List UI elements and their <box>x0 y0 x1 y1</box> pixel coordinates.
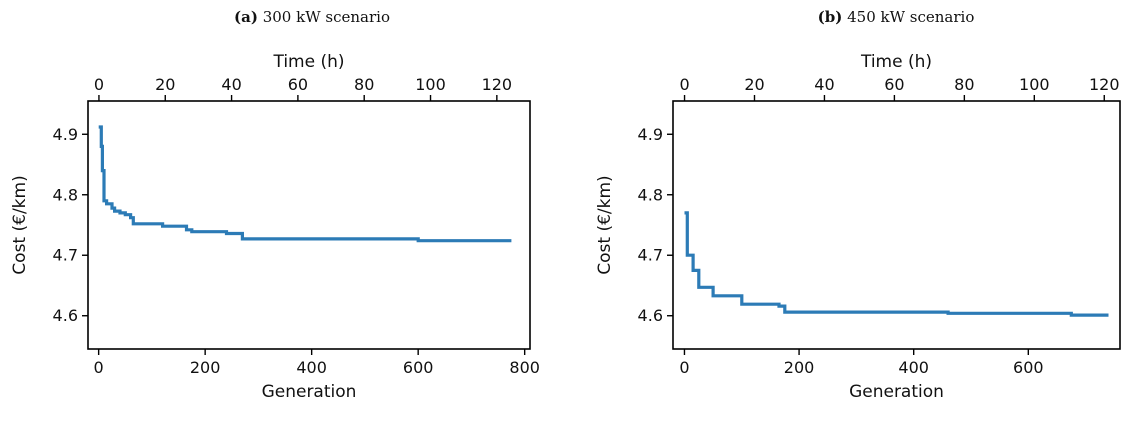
y-tick-label: 4.6 <box>53 306 78 325</box>
x-tick-label: 800 <box>509 358 540 377</box>
x-tick-label: 600 <box>1013 358 1044 377</box>
y-tick-label: 4.7 <box>638 246 663 265</box>
panel-a-title: (a) 300 kW scenario <box>234 8 390 26</box>
x2-tick-label: 80 <box>954 75 974 94</box>
y-tick-label: 4.8 <box>53 185 78 204</box>
x2-tick-label: 100 <box>415 75 446 94</box>
series-line <box>684 211 1109 317</box>
x2-tick-label: 120 <box>482 75 513 94</box>
x-tick-label: 0 <box>94 358 104 377</box>
y-tick-label: 4.9 <box>638 125 663 144</box>
y-axis-label: Cost (€/km) <box>595 175 615 274</box>
chart-b: 0 200 400 600 0 20 40 60 80 100 120 4.6 4.7 4.8 4.9 Gen… <box>595 52 1121 402</box>
x2-tick-label: 100 <box>1019 75 1050 94</box>
x2-tick-label: 40 <box>814 75 834 94</box>
y-tick-label: 4.8 <box>638 185 663 204</box>
x2-tick-label: 20 <box>744 75 764 94</box>
x2-tick-label: 60 <box>884 75 904 94</box>
x-tick-label: 400 <box>296 358 327 377</box>
y-axis-label: Cost (€/km) <box>10 175 30 274</box>
x-tick-label: 400 <box>898 358 929 377</box>
x-tick-label: 200 <box>190 358 221 377</box>
x-tick-label: 600 <box>403 358 434 377</box>
x2-tick-label: 0 <box>679 75 689 94</box>
x-axis-label: Generation <box>849 382 944 402</box>
x-tick-label: 0 <box>679 358 689 377</box>
x2-axis-label: Time (h) <box>272 52 344 72</box>
x2-tick-label: 0 <box>94 75 104 94</box>
plot-frame <box>672 100 1121 350</box>
x2-tick-label: 20 <box>155 75 175 94</box>
chart-a: 0 200 400 600 800 0 20 40 60 80 100 120 4.6 4.7 4.8 4.9… <box>10 52 540 402</box>
y-tick-label: 4.9 <box>53 125 78 144</box>
x-tick-label: 200 <box>784 358 815 377</box>
x2-tick-label: 80 <box>354 75 374 94</box>
plot-frame <box>87 100 531 350</box>
x2-axis-label: Time (h) <box>860 52 932 72</box>
series-line <box>98 125 512 243</box>
x2-tick-label: 120 <box>1089 75 1120 94</box>
panel-b-title: (b) 450 kW scenario <box>817 8 975 26</box>
x2-tick-label: 60 <box>288 75 308 94</box>
x2-tick-label: 40 <box>221 75 241 94</box>
y-tick-label: 4.7 <box>53 246 78 265</box>
y-tick-label: 4.6 <box>638 306 663 325</box>
x-axis-label: Generation <box>262 382 357 402</box>
